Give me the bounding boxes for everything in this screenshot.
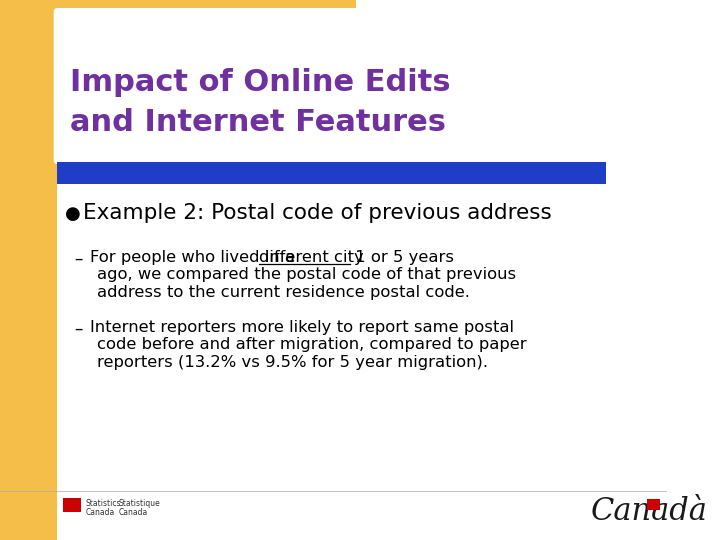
Text: –: – [74,320,83,338]
Text: Example 2: Postal code of previous address: Example 2: Postal code of previous addre… [84,203,552,223]
Text: For people who lived in a: For people who lived in a [90,250,300,265]
Bar [58,162,606,184]
Text: Canada: Canada [85,508,114,517]
FancyBboxPatch shape [54,8,665,164]
Text: ●: ● [65,205,81,223]
Bar [63,498,81,512]
Text: different city: different city [259,250,364,265]
Text: code before and after migration, compared to paper: code before and after migration, compare… [97,338,527,353]
Bar [0,0,356,163]
Text: Internet reporters more likely to report same postal: Internet reporters more likely to report… [90,320,514,335]
Text: Impact of Online Edits: Impact of Online Edits [71,68,451,97]
Text: 1 or 5 years: 1 or 5 years [350,250,454,265]
Text: and Internet Features: and Internet Features [71,108,446,137]
Text: Canadà: Canadà [590,496,708,527]
Text: Canada: Canada [119,508,148,517]
Text: ago, we compared the postal code of that previous: ago, we compared the postal code of that… [97,267,516,282]
Text: reporters (13.2% vs 9.5% for 5 year migration).: reporters (13.2% vs 9.5% for 5 year migr… [97,355,488,370]
Bar [0,0,58,540]
Text: Statistics: Statistics [85,499,121,508]
Text: address to the current residence postal code.: address to the current residence postal … [97,285,470,300]
Bar [647,499,660,510]
Text: –: – [74,250,83,268]
Text: Statistique: Statistique [119,499,161,508]
